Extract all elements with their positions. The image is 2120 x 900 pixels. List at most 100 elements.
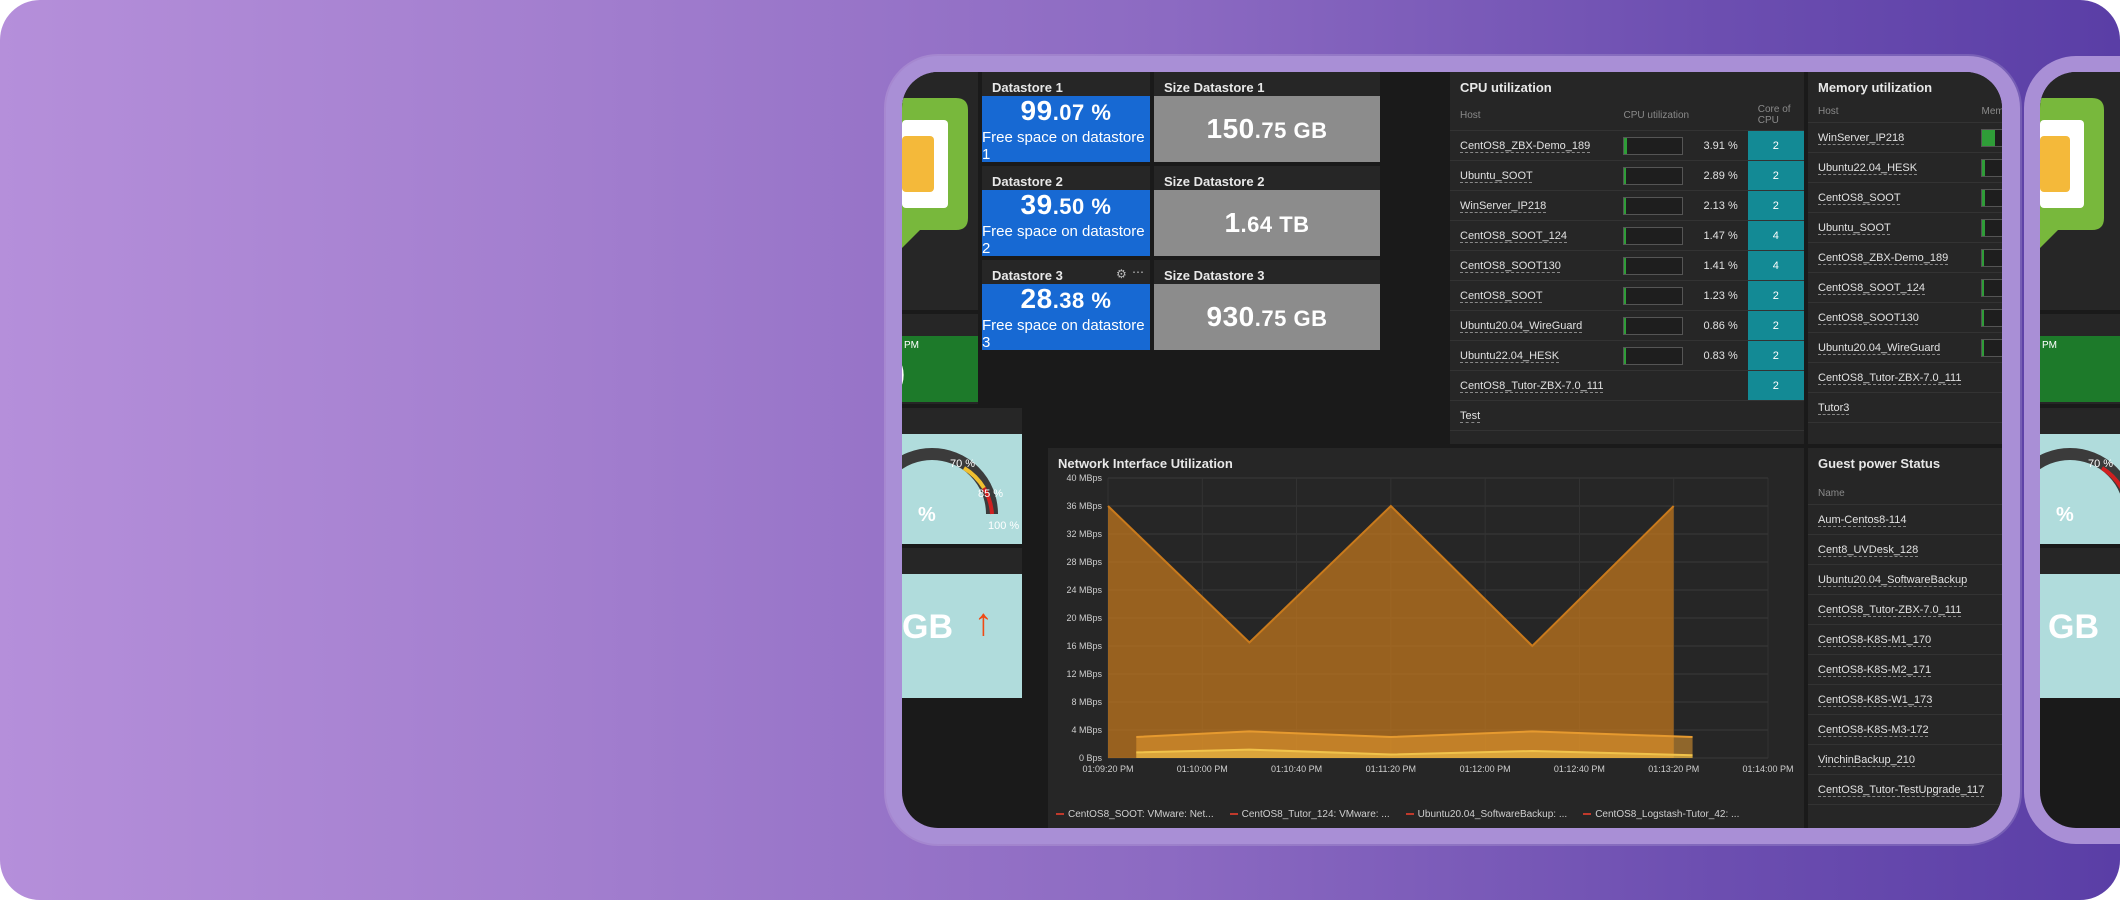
tile-caption: Free space on datastore 3 [982, 317, 1145, 350]
table-row[interactable]: CentOS8-K8S-M3-172 [1808, 714, 2002, 745]
host-link[interactable]: Ubuntu22.04_HESK [1460, 349, 1560, 362]
host-link[interactable]: CentOS8_SOOT [1818, 191, 1901, 204]
vm-link[interactable]: CentOS8-K8S-M2_171 [1818, 663, 1932, 676]
size-title: Size Datastore 3 [1164, 268, 1265, 283]
table-row[interactable]: Ubuntu20.04_WireGuard 0.86 % 2 [1450, 310, 1804, 341]
col-memory[interactable]: Memo [1971, 100, 2002, 123]
legend-item[interactable]: CentOS8_Logstash-Tutor_42: ... [1583, 809, 1739, 820]
table-row[interactable]: CentOS8-K8S-M2_171 [1808, 654, 2002, 685]
col-host[interactable]: Host [1808, 100, 1972, 123]
table-row[interactable]: Tutor3 [1808, 392, 2002, 423]
host-link[interactable]: CentOS8_Tutor-ZBX-7.0_111 [1460, 379, 1604, 392]
host-link[interactable]: CentOS8_SOOT130 [1460, 259, 1561, 272]
table-row[interactable]: CentOS8_SOOT130 [1808, 302, 2002, 333]
col-cpu-util[interactable]: CPU utilization [1613, 100, 1748, 131]
table-row[interactable]: Ubuntu20.04_WireGuard [1808, 332, 2002, 363]
host-link[interactable]: Ubuntu20.04_WireGuard [1460, 319, 1583, 332]
table-row[interactable]: Cent8_UVDesk_128 [1808, 534, 2002, 565]
x-tick-label: 01:10:00 PM [1177, 764, 1228, 774]
table-row[interactable]: Test [1450, 400, 1804, 431]
legend-item[interactable]: CentOS8_Tutor_124: VMware: ... [1229, 809, 1390, 820]
host-link[interactable]: CentOS8_ZBX-Demo_189 [1818, 251, 1949, 264]
table-row[interactable]: Ubuntu_SOOT [1808, 212, 2002, 243]
table-row[interactable]: CentOS8_Tutor-TestUpgrade_117 [1808, 774, 2002, 805]
vm-link[interactable]: Aum-Centos8-114 [1818, 513, 1907, 526]
size-tile[interactable]: 150.75 GB [1154, 96, 1380, 162]
legend-item[interactable]: Ubuntu20.04_SoftwareBackup: ... [1405, 809, 1567, 820]
vm-link[interactable]: CentOS8-K8S-W1_173 [1818, 693, 1933, 706]
free-space-tile[interactable]: 99.07 % Free space on datastore 1 [982, 95, 1150, 162]
growth-panel: GB [2040, 548, 2120, 698]
table-row[interactable]: CentOS8_Tutor-ZBX-7.0_111 2 [1450, 370, 1804, 401]
table-row[interactable]: CentOS8_SOOT 1.23 % 2 [1450, 280, 1804, 311]
gauge-70-label: 70 % [2088, 458, 2114, 470]
table-row[interactable]: Ubuntu_SOOT 2.89 % 2 [1450, 160, 1804, 191]
cpu-bar [1623, 256, 1684, 275]
table-row[interactable]: CentOS8_Tutor-ZBX-7.0_111 [1808, 594, 2002, 625]
table-row[interactable]: CentOS8_SOOT_124 1.47 % 4 [1450, 220, 1804, 251]
host-link[interactable]: CentOS8_Tutor-ZBX-7.0_111 [1818, 371, 1962, 384]
table-row[interactable]: WinServer_IP218 [1808, 122, 2002, 153]
free-space-tile[interactable]: 39.50 % Free space on datastore 2 [982, 189, 1150, 256]
host-link[interactable]: Tutor3 [1818, 401, 1850, 414]
table-row[interactable]: WinServer_IP218 2.13 % 2 [1450, 190, 1804, 221]
size-tile[interactable]: 1.64 TB [1154, 190, 1380, 256]
memory-bar [1981, 278, 2002, 297]
cpu-pct: 1.41 % [1693, 250, 1748, 281]
host-link[interactable]: WinServer_IP218 [1818, 131, 1905, 144]
table-row[interactable]: CentOS8_SOOT [1808, 182, 2002, 213]
y-tick-label: 40 MBps [1066, 473, 1102, 483]
core-count: 2 [1747, 280, 1804, 311]
gear-icon[interactable]: ⚙ [1116, 267, 1127, 281]
host-link[interactable]: CentOS8_SOOT_124 [1818, 281, 1926, 294]
vm-link[interactable]: VinchinBackup_210 [1818, 753, 1916, 766]
table-row[interactable]: CentOS8_ZBX-Demo_189 [1808, 242, 2002, 273]
host-link[interactable]: CentOS8_ZBX-Demo_189 [1460, 139, 1591, 152]
size-datastore-1-panel: Size Datastore 1 150.75 GB [1154, 72, 1380, 162]
table-row[interactable]: CentOS8_SOOT130 1.41 % 4 [1450, 250, 1804, 281]
vm-link[interactable]: CentOS8-K8S-M1_170 [1818, 633, 1932, 646]
vm-link[interactable]: Ubuntu20.04_SoftwareBackup [1818, 573, 1968, 586]
legend-item[interactable]: CentOS8_SOOT: VMware: Net... [1056, 809, 1214, 820]
vm-link[interactable]: CentOS8_Tutor-ZBX-7.0_111 [1818, 603, 1962, 616]
host-link[interactable]: Ubuntu22.04_HESK [1818, 161, 1918, 174]
size-tile[interactable]: 930.75 GB [1154, 284, 1380, 350]
table-row[interactable]: Ubuntu20.04_SoftwareBackup [1808, 564, 2002, 595]
col-core[interactable]: Core of CPU [1747, 100, 1804, 131]
host-link[interactable]: Ubuntu20.04_WireGuard [1818, 341, 1941, 354]
table-row[interactable]: CentOS8_SOOT_124 [1808, 272, 2002, 303]
table-row[interactable]: VinchinBackup_210 [1808, 744, 2002, 775]
col-name[interactable]: Name [1808, 482, 2002, 505]
memory-panel: Memory utilization Host Memo WinServer_I… [1808, 72, 2002, 444]
table-row[interactable]: Aum-Centos8-114 [1808, 504, 2002, 535]
host-link[interactable]: CentOS8_SOOT_124 [1460, 229, 1568, 242]
value-dec: .07 [1052, 100, 1085, 125]
y-tick-label: 28 MBps [1066, 557, 1102, 567]
table-row[interactable]: CentOS8-K8S-M1_170 [1808, 624, 2002, 655]
core-count [1747, 400, 1804, 431]
vm-link[interactable]: CentOS8_Tutor-TestUpgrade_117 [1818, 783, 1985, 796]
table-row[interactable]: CentOS8_Tutor-ZBX-7.0_111 [1808, 362, 2002, 393]
host-link[interactable]: CentOS8_SOOT [1460, 289, 1543, 302]
table-row[interactable]: CentOS8_ZBX-Demo_189 3.91 % 2 [1450, 130, 1804, 161]
value-dec: .50 [1052, 194, 1085, 219]
uptime-panel: PM [2040, 314, 2120, 404]
more-icon[interactable]: ⋯ [1132, 265, 1144, 279]
table-row[interactable]: Ubuntu22.04_HESK [1808, 152, 2002, 183]
growth-unit: GB [2048, 608, 2099, 646]
host-link[interactable]: Test [1460, 409, 1481, 422]
host-link[interactable]: CentOS8_SOOT130 [1818, 311, 1919, 324]
vm-link[interactable]: CentOS8-K8S-M3-172 [1818, 723, 1929, 736]
host-link[interactable]: WinServer_IP218 [1460, 199, 1547, 212]
dashboard-screen: PM ) 70 % 85 % 100 % % GB ↑ Datastore 1 … [902, 72, 2002, 828]
host-link[interactable]: Ubuntu_SOOT [1460, 169, 1533, 182]
host-link[interactable]: Ubuntu_SOOT [1818, 221, 1891, 234]
vm-link[interactable]: Cent8_UVDesk_128 [1818, 543, 1919, 556]
free-space-tile[interactable]: 28.38 % Free space on datastore 3 [982, 283, 1150, 350]
table-row[interactable]: Ubuntu22.04_HESK 0.83 % 2 [1450, 340, 1804, 371]
memory-bar [1981, 308, 2002, 327]
col-host[interactable]: Host [1450, 100, 1614, 131]
cpu-title: CPU utilization [1460, 80, 1552, 95]
size-datastore-3-panel: Size Datastore 3 930.75 GB [1154, 260, 1380, 350]
table-row[interactable]: CentOS8-K8S-W1_173 [1808, 684, 2002, 715]
